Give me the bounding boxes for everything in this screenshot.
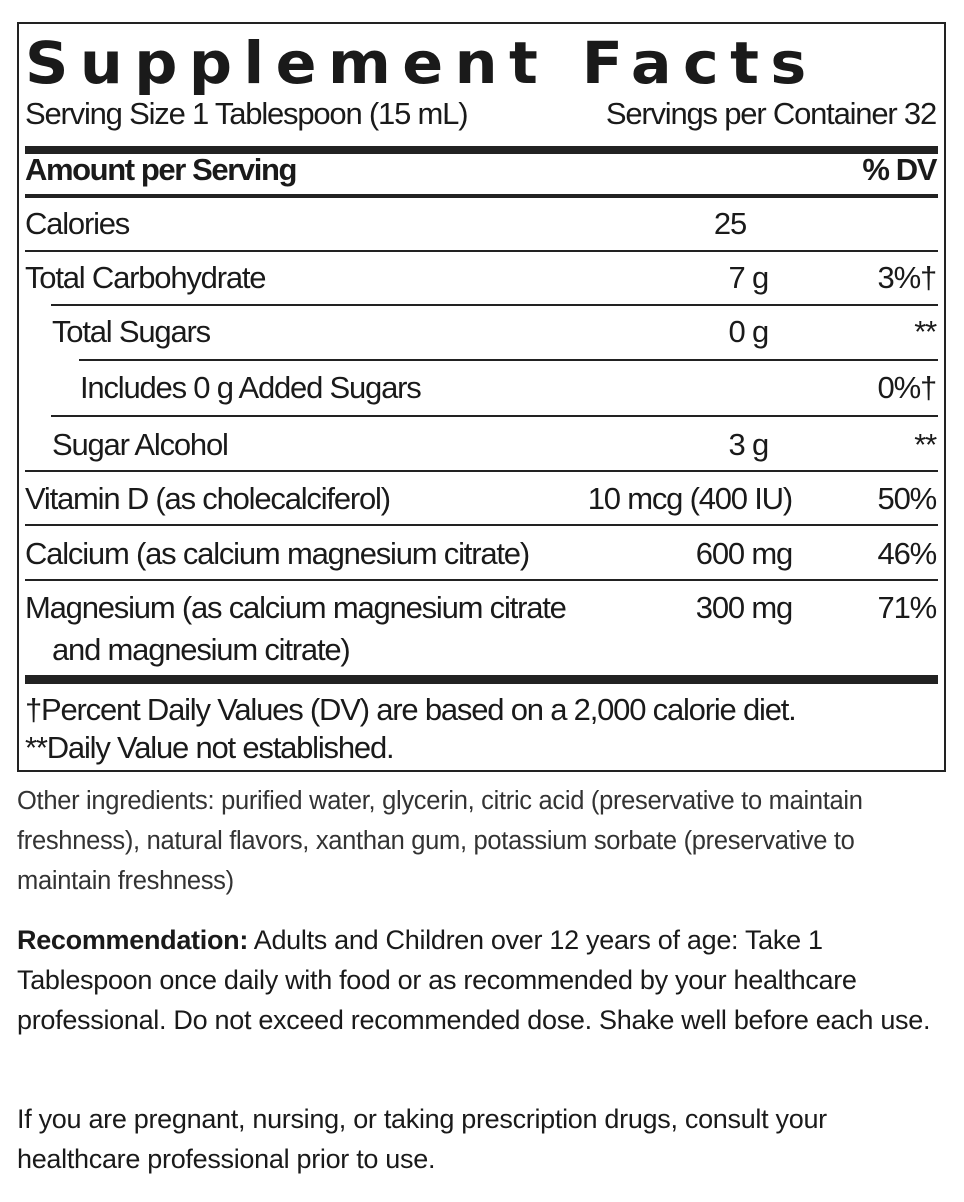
divider [51, 415, 938, 417]
nutrient-name-continued: and magnesium citrate) [52, 632, 351, 667]
nutrient-name: Calcium (as calcium magnesium citrate) [25, 536, 530, 571]
warning-text: If you are pregnant, nursing, or taking … [17, 1104, 827, 1174]
footnote-dv: †Percent Daily Values (DV) are based on … [25, 692, 797, 727]
recommendation-label: Recommendation: [17, 925, 249, 955]
nutrient-amount: 7 g [728, 260, 770, 295]
recommendation: Recommendation: Adults and Children over… [17, 920, 947, 1040]
divider [25, 194, 938, 198]
divider [25, 579, 938, 581]
nutrient-amount: 25 [713, 206, 747, 241]
footnote-not-established: **Daily Value not established. [25, 730, 395, 765]
nutrient-amount: 10 mcg (400 IU) [587, 481, 793, 516]
supplement-facts-panel: Supplement Facts Serving Size 1 Tablespo… [17, 22, 946, 772]
thick-divider [25, 675, 938, 684]
divider [51, 304, 938, 306]
nutrient-amount: 300 mg [695, 590, 793, 625]
nutrient-amount: 600 mg [695, 536, 793, 571]
divider [25, 250, 938, 252]
nutrient-name: Magnesium (as calcium magnesium citrate [25, 590, 567, 625]
nutrient-amount: 3 g [728, 427, 770, 462]
nutrient-dv: ** [914, 427, 937, 462]
nutrient-name: Total Carbohydrate [25, 260, 267, 295]
nutrient-dv: 71% [877, 590, 938, 625]
nutrient-amount: 0 g [728, 314, 770, 349]
nutrient-name: Includes 0 g Added Sugars [80, 370, 422, 405]
nutrient-dv: 0%† [877, 370, 938, 405]
nutrient-dv: 50% [877, 481, 938, 516]
nutrient-name: Vitamin D (as cholecalciferol) [25, 481, 391, 516]
dv-header: % DV [862, 152, 937, 187]
servings-per-container: Servings per Container 32 [605, 96, 937, 131]
divider [79, 359, 938, 361]
thick-divider [25, 146, 938, 154]
nutrient-name: Sugar Alcohol [52, 427, 229, 462]
serving-size: Serving Size 1 Tablespoon (15 mL) [25, 96, 469, 131]
nutrient-name: Total Sugars [52, 314, 211, 349]
amount-per-serving-header: Amount per Serving [25, 152, 297, 187]
other-ingredients: Other ingredients: purified water, glyce… [17, 787, 863, 895]
panel-title: Supplement Facts [25, 29, 818, 97]
nutrient-name: Calories [25, 206, 130, 241]
recommendation-text: Adults and Children over 12 years of age… [17, 925, 931, 1035]
nutrient-dv: 46% [877, 536, 938, 571]
nutrient-dv: 3%† [877, 260, 938, 295]
divider [25, 470, 938, 472]
nutrient-dv: ** [914, 314, 937, 349]
divider [25, 524, 938, 526]
